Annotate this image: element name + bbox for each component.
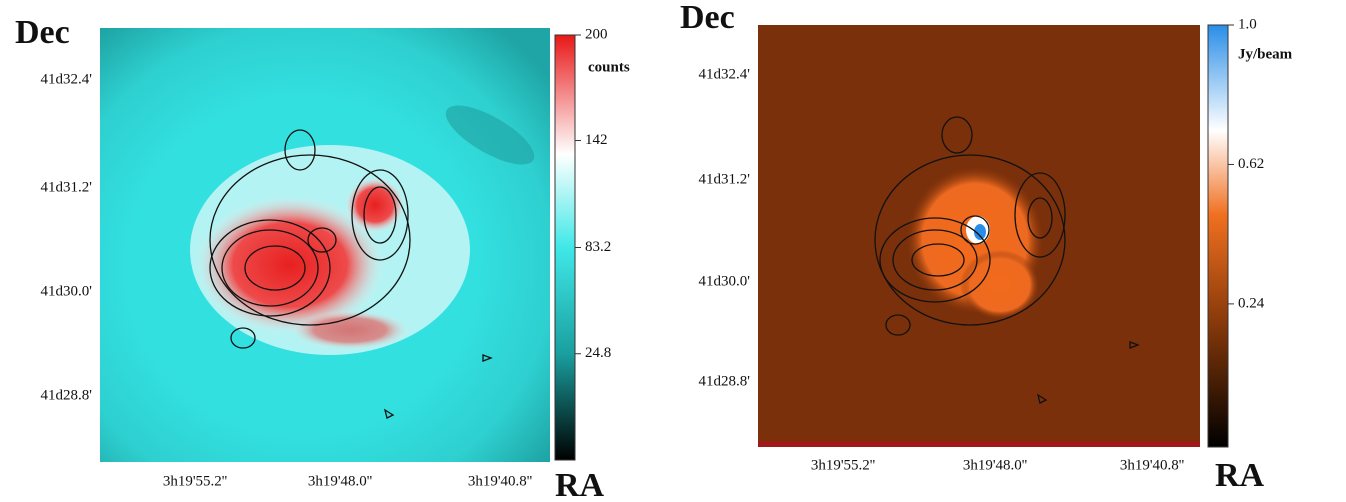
y-axis-label: Dec [15, 14, 70, 51]
colorbar-tick-label: 83.2 [585, 239, 611, 255]
x-tick-label: 3h19'40.8'' [468, 473, 533, 489]
colorbar [1208, 25, 1228, 447]
colorbar-tick-label: 142 [585, 132, 608, 148]
y-tick-label: 41d32.4' [41, 71, 93, 87]
y-tick-label: 41d31.2' [699, 171, 751, 187]
x-tick-label: 3h19'55.2'' [163, 473, 228, 489]
x-tick-label: 3h19'48.0'' [308, 473, 373, 489]
colorbar-tick-label: 1.0 [1238, 16, 1257, 32]
y-tick-label: 41d28.8' [41, 387, 93, 403]
x-axis-label: RA [1215, 457, 1265, 494]
y-tick-label: 41d28.8' [699, 373, 751, 389]
x-tick-label: 3h19'48.0'' [963, 457, 1028, 473]
x-tick-label: 3h19'40.8'' [1120, 457, 1185, 473]
x-axis-label: RA [555, 467, 605, 502]
colorbar-tick-label: 200 [585, 26, 608, 42]
y-tick-label: 41d30.0' [41, 283, 93, 299]
y-axis-label: Dec [680, 0, 735, 36]
colorbar-tick-label: 0.24 [1238, 295, 1265, 311]
x-tick-label: 3h19'55.2'' [811, 457, 876, 473]
y-tick-label: 41d31.2' [41, 179, 93, 195]
figure: Dec RA 41d32.4' 41d31.2' 41d30.0' 41d28.8' 3h1… [0, 0, 1346, 502]
colorbar-unit: counts [588, 59, 630, 75]
colorbar-unit: Jy/beam [1238, 46, 1293, 62]
image-counts [100, 28, 550, 462]
colorbar [555, 35, 575, 460]
y-tick-label: 41d30.0' [699, 273, 751, 289]
colorbar-tick-label: 0.62 [1238, 156, 1264, 172]
colorbar-tick-label: 24.8 [585, 345, 611, 361]
y-tick-label: 41d32.4' [699, 66, 751, 82]
image-flux [758, 25, 1200, 447]
